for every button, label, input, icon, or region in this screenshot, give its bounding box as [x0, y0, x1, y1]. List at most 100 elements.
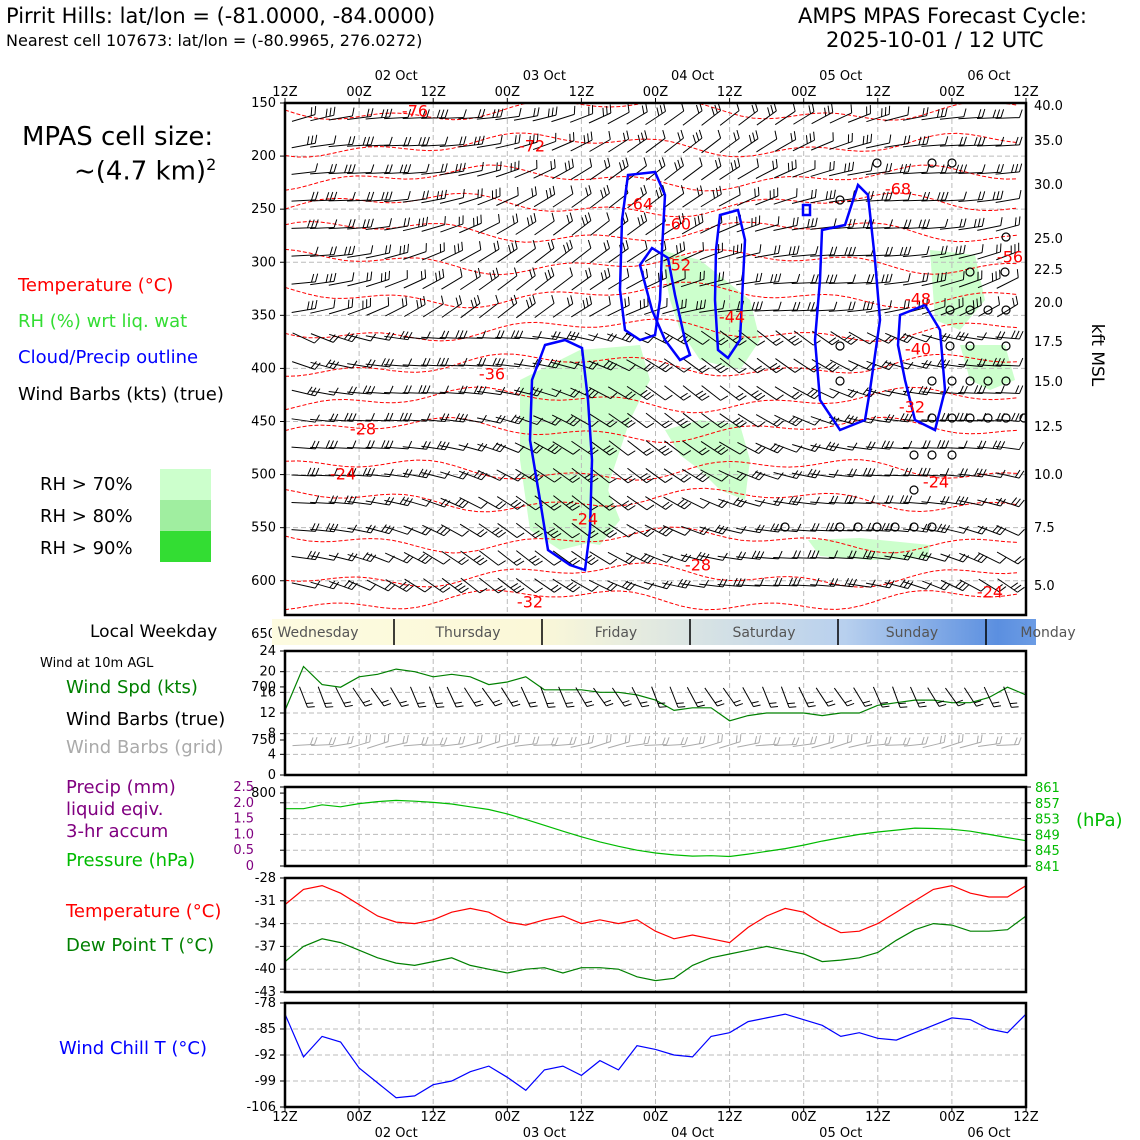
wind-barb-flag — [628, 531, 636, 538]
wind-barb — [439, 109, 467, 120]
wind-barb-flag — [1000, 385, 1005, 394]
wind-barb-flag — [477, 385, 483, 394]
wind-barb-staff — [347, 172, 372, 174]
wind-barb-flag — [676, 245, 679, 254]
wind-barb-flag — [572, 559, 581, 566]
wind-barb-flag — [918, 385, 924, 394]
grid-wind-barb — [941, 733, 964, 749]
wind-barb-flag — [885, 191, 889, 201]
wind-barb-flag — [609, 421, 618, 428]
grid-wind-barb-flag — [365, 735, 368, 744]
wind-barb-staff — [996, 525, 1019, 536]
wind-barb-flag — [495, 294, 499, 304]
true-wind-barb-staff — [428, 686, 438, 708]
wind-barb-flag — [606, 419, 614, 426]
wind-barb-flag — [643, 184, 647, 194]
wind-barb — [590, 467, 617, 484]
wind-barb — [496, 186, 519, 206]
wind-barb — [588, 579, 618, 592]
wind-barb-flag — [569, 133, 571, 143]
wind-barb-staff — [440, 497, 463, 509]
wind-barb-flag — [589, 295, 593, 305]
wind-barb-flag — [862, 135, 865, 145]
wind-barb-flag — [314, 163, 319, 172]
isotherm-label: -36 — [479, 365, 505, 384]
wind-barb-staff — [477, 195, 501, 206]
wind-barb-staff — [884, 114, 909, 122]
wind-barb-flag — [981, 136, 986, 146]
wind-barb — [792, 131, 815, 152]
wind-barb-flag — [550, 160, 553, 170]
wind-barb — [701, 157, 722, 181]
wind-barb-flag — [918, 467, 923, 476]
true-wind-barb-flag — [917, 701, 926, 704]
wind-barb-staff — [422, 303, 444, 318]
wind-barb-staff — [329, 580, 353, 591]
wind-barb-flag — [1000, 498, 1006, 507]
wind-barb — [719, 441, 747, 455]
wind-barb-flag — [959, 245, 962, 255]
wind-barb-flag — [926, 387, 932, 395]
wind-barb — [643, 580, 673, 590]
wind-barb-flag — [999, 557, 1007, 564]
wind-barb-staff — [607, 276, 630, 290]
wind-barb-flag — [907, 219, 912, 228]
wind-barb-flag — [306, 301, 310, 310]
wind-barb — [645, 103, 666, 126]
true-wind-barb-flag — [417, 702, 425, 704]
wind-barb-flag — [477, 109, 482, 118]
wind-barb-staff — [699, 555, 723, 561]
wind-barb-staff — [922, 580, 945, 591]
wind-barb — [700, 441, 729, 455]
wind-barb-staff — [552, 550, 573, 566]
wind-barb-staff — [310, 143, 335, 148]
true-wind-barb — [910, 686, 927, 708]
wind-barb-flag — [692, 134, 697, 144]
wind-barb-flag — [918, 551, 924, 560]
wind-barb-flag — [759, 301, 763, 310]
wind-barb — [773, 495, 802, 506]
wind-barb-flag — [566, 331, 572, 339]
wind-barb-staff — [719, 357, 740, 374]
wind-barb-flag — [514, 135, 517, 144]
wind-barb-flag — [1000, 136, 1005, 146]
wind-barb-flag — [333, 163, 337, 173]
wind-barb-flag — [444, 189, 447, 199]
wind-barb-flag — [759, 499, 766, 507]
wind-barb — [347, 297, 371, 316]
grid-wind-barb-flag — [995, 736, 999, 745]
wind-barb — [310, 333, 340, 343]
wind-barb — [478, 294, 499, 319]
wind-barb-flag — [963, 191, 967, 201]
wind-barb-flag — [681, 299, 683, 309]
wind-barb-flag — [884, 335, 892, 342]
wind-barb-flag — [940, 164, 945, 173]
wind-barb — [940, 244, 966, 259]
wind-barb-flag — [458, 295, 463, 304]
wind-barb-flag — [643, 555, 651, 562]
wind-barb — [884, 106, 910, 122]
wind-barb-flag — [679, 243, 682, 252]
wind-barb-flag — [463, 136, 467, 145]
wind-barb-staff — [608, 440, 629, 456]
wind-barb-flag — [407, 243, 409, 253]
bottom-time-tick-label: 00Z — [791, 1110, 817, 1125]
wind-barb-flag — [996, 109, 1001, 118]
wind-barb-staff — [717, 555, 742, 561]
wind-barb-flag — [329, 440, 334, 449]
wind-barb-flag — [869, 105, 871, 114]
wind-barb — [459, 523, 488, 538]
wind-barb-staff — [477, 470, 500, 481]
wind-barb-staff — [939, 474, 964, 477]
wind-barb-flag — [549, 187, 552, 197]
wind-barb-staff — [421, 498, 445, 508]
wind-barb-flag — [513, 501, 522, 508]
wind-barb-flag — [607, 267, 611, 277]
wind-barb-staff — [847, 417, 872, 424]
wind-barb-staff — [626, 138, 648, 153]
wind-barb — [495, 414, 525, 425]
wind-barb-staff — [995, 392, 1020, 394]
true-wind-barb-flag — [717, 703, 725, 707]
wind-barb-staff — [775, 358, 796, 373]
wind-barb-flag — [555, 106, 558, 116]
